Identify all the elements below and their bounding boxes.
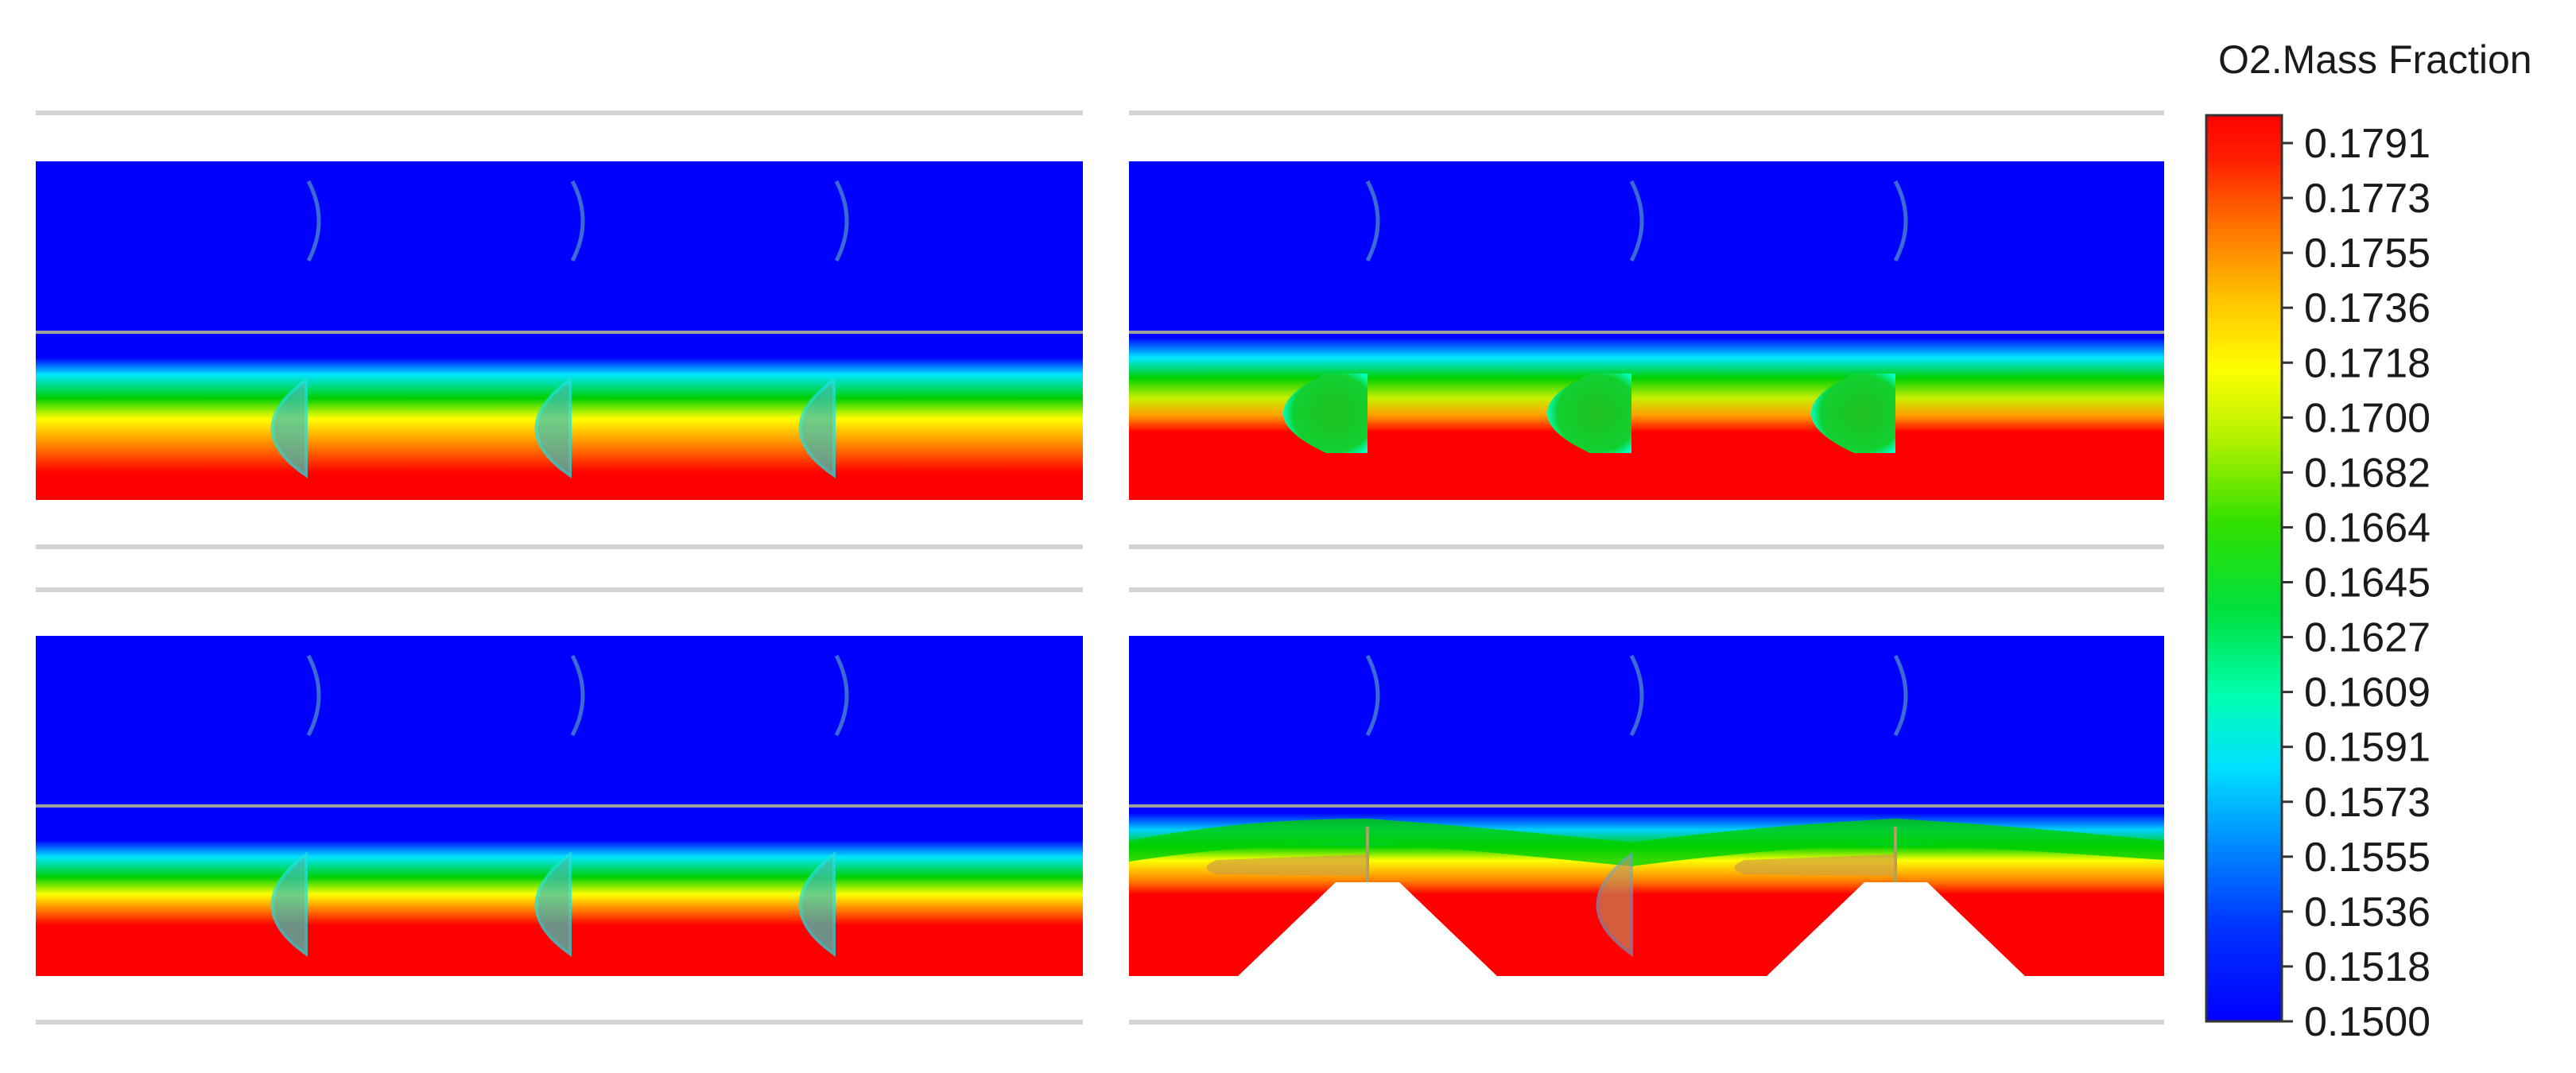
upper-baffle — [1893, 654, 1908, 737]
upper-baffle — [834, 654, 849, 737]
upper-baffle — [834, 180, 849, 262]
colorbar-tick-label: 0.1555 — [2304, 835, 2431, 881]
colorbar-tick-label: 0.1700 — [2304, 395, 2431, 441]
baffle-group — [270, 654, 849, 957]
flame-front — [1129, 819, 2164, 866]
colorbar-tick-label: 0.1773 — [2304, 176, 2431, 222]
panel-bottom-right — [1129, 587, 2164, 1025]
colorbar-tick-label: 0.1682 — [2304, 450, 2431, 496]
lower-baffle — [270, 377, 308, 478]
panel-top-left — [36, 110, 1083, 549]
lower-baffle — [270, 850, 308, 957]
combustion-blob — [1547, 374, 1631, 453]
colorbar-tick-label: 0.1573 — [2304, 780, 2431, 826]
colorbar-tick-label: 0.1609 — [2304, 670, 2431, 716]
colorbar-tick-label: 0.1755 — [2304, 230, 2431, 277]
lower-baffle — [1596, 850, 1633, 957]
lower-baffle — [798, 850, 836, 957]
colorbar-tick-label: 0.1518 — [2304, 944, 2431, 990]
colorbar-tick-label: 0.1591 — [2304, 725, 2431, 771]
bottom-cutout — [1236, 882, 1368, 978]
panel-top-right — [1129, 110, 2164, 549]
baffle-group — [270, 180, 849, 478]
upper-baffle — [570, 180, 585, 262]
upper-baffle — [1365, 180, 1380, 262]
panel-bottom-left — [36, 587, 1083, 1025]
colorbar-tick-label: 0.1645 — [2304, 560, 2431, 606]
baffle-group — [1283, 180, 1908, 453]
bottom-cutout — [1765, 882, 1895, 978]
combustion-blob — [1283, 374, 1368, 453]
upper-baffle — [1893, 180, 1908, 262]
colorbar-tick-label: 0.1500 — [2304, 999, 2431, 1045]
lower-baffle — [798, 377, 836, 478]
colorbar-tick-label: 0.1718 — [2304, 340, 2431, 386]
colorbar — [2205, 114, 2283, 1023]
colorbar-tick-label: 0.1664 — [2304, 505, 2431, 551]
colorbar-tick-label: 0.1736 — [2304, 285, 2431, 331]
bottom-cutout — [1368, 882, 1499, 978]
bottom-cutout — [1895, 882, 2027, 978]
colorbar-tick-label: 0.1627 — [2304, 615, 2431, 661]
upper-baffle — [1629, 180, 1644, 262]
combustion-blob — [1811, 374, 1895, 453]
upper-baffle — [1629, 654, 1644, 737]
upper-baffle — [306, 180, 321, 262]
colorbar-tick-label: 0.1536 — [2304, 889, 2431, 935]
upper-baffle — [1365, 654, 1380, 737]
nozzle-shape — [1206, 854, 1368, 876]
upper-baffle — [306, 654, 321, 737]
lower-baffle — [534, 377, 572, 478]
legend-title: O2.Mass Fraction — [2218, 37, 2532, 82]
lower-baffle — [534, 850, 572, 957]
colorbar-legend: O2.Mass Fraction 0.1791 0.1773 0.1755 0.173… — [2205, 37, 2532, 1045]
colorbar-ticks: 0.1791 0.1773 0.1755 0.1736 0.1718 0.1700 0.16… — [2282, 121, 2431, 1045]
baffle-group — [1206, 654, 1908, 957]
colorbar-tick-label: 0.1791 — [2304, 121, 2431, 167]
nozzle-shape — [1734, 854, 1895, 876]
upper-baffle — [570, 654, 585, 737]
